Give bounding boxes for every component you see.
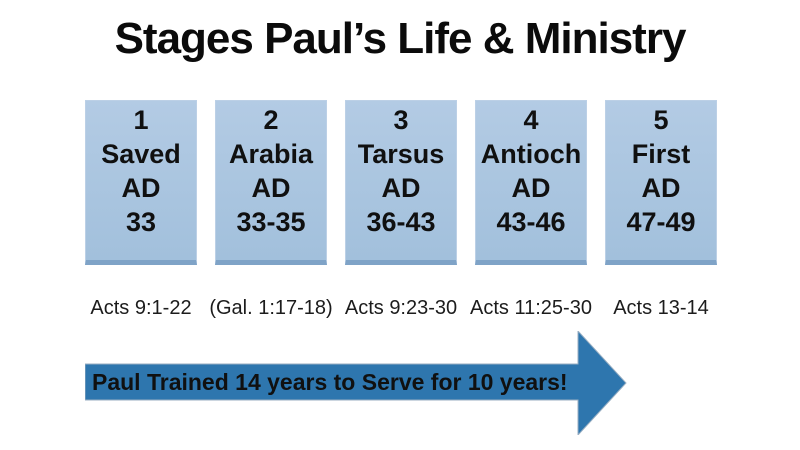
stage-box-5: 5 First AD 47-49	[605, 100, 717, 265]
scripture-reference-4: Acts 11:25-30	[470, 297, 592, 319]
stage-name: Saved	[101, 139, 181, 169]
scripture-reference-5: Acts 13-14	[613, 297, 709, 319]
stage-number: 2	[263, 105, 279, 135]
stage-name: Arabia	[228, 139, 314, 169]
stage-era: AD	[121, 173, 161, 203]
scripture-reference-1: Acts 9:1-22	[90, 297, 192, 319]
stage-number: 1	[133, 105, 149, 135]
stage-name: First	[631, 139, 691, 169]
timeline-arrow-label: Paul Trained 14 years to Serve for 10 ye…	[92, 369, 568, 395]
stage-name: Tarsus	[357, 139, 445, 169]
stage-box-2: 2 Arabia AD 33-35	[215, 100, 327, 265]
page-title: Stages Paul’s Life & Ministry	[114, 14, 687, 63]
scripture-reference-3: Acts 9:23-30	[344, 297, 458, 319]
scripture-reference-2: (Gal. 1:17-18)	[209, 297, 333, 319]
stage-years: 36-43	[366, 207, 436, 237]
stage-years: 47-49	[626, 207, 696, 237]
stage-years: 33	[125, 207, 157, 237]
stage-box-3: 3 Tarsus AD 36-43	[345, 100, 457, 265]
stage-era: AD	[641, 173, 681, 203]
scripture-references-row: Acts 9:1-22 (Gal. 1:17-18) Acts 9:23-30 …	[85, 296, 717, 320]
right-arrow-icon	[85, 331, 627, 435]
timeline-arrow	[85, 331, 627, 435]
stage-years: 43-46	[496, 207, 566, 237]
stage-name: Antioch	[480, 139, 582, 169]
stage-number: 3	[393, 105, 409, 135]
stage-era: AD	[511, 173, 551, 203]
stage-years: 33-35	[236, 207, 306, 237]
stage-box-1: 1 Saved AD 33	[85, 100, 197, 265]
stage-number: 4	[523, 105, 539, 135]
stage-era: AD	[381, 173, 421, 203]
stage-era: AD	[251, 173, 291, 203]
stage-box-4: 4 Antioch AD 43-46	[475, 100, 587, 265]
stage-number: 5	[653, 105, 669, 135]
stage-boxes-row: 1 Saved AD 33 2 Arabia AD 33-35 3 Tarsus…	[85, 100, 717, 265]
